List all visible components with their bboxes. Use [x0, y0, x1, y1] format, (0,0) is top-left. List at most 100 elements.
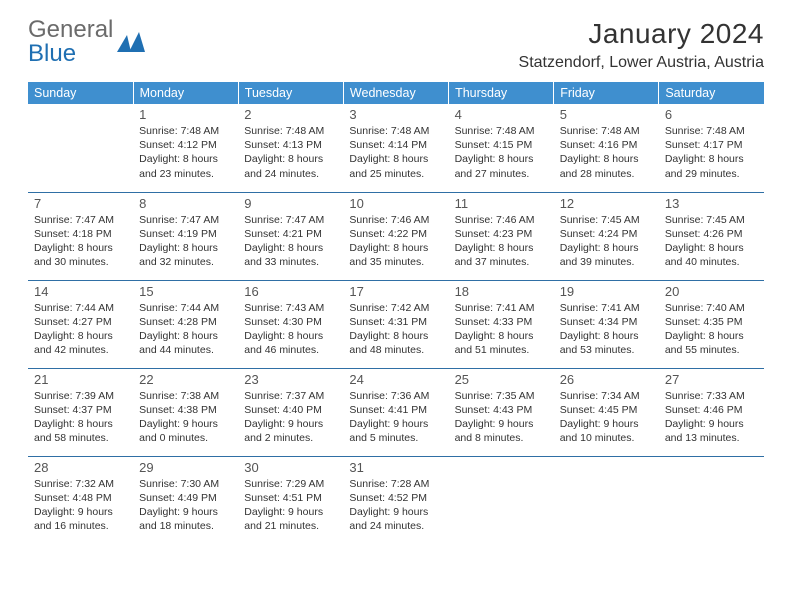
day-details: Sunrise: 7:38 AM Sunset: 4:38 PM Dayligh… [139, 389, 232, 446]
day-number: 17 [349, 284, 442, 299]
calendar-day-cell: 28 Sunrise: 7:32 AM Sunset: 4:48 PM Dayli… [28, 456, 133, 544]
day-number: 2 [244, 107, 337, 122]
title-block: January 2024 Statzendorf, Lower Austria,… [519, 18, 764, 72]
day-details: Sunrise: 7:39 AM Sunset: 4:37 PM Dayligh… [34, 389, 127, 446]
calendar-day-cell: 11 Sunrise: 7:46 AM Sunset: 4:23 PM Dayli… [449, 192, 554, 280]
day-header-row: SundayMondayTuesdayWednesdayThursdayFrid… [28, 82, 764, 104]
day-details: Sunrise: 7:32 AM Sunset: 4:48 PM Dayligh… [34, 477, 127, 534]
day-details: Sunrise: 7:28 AM Sunset: 4:52 PM Dayligh… [349, 477, 442, 534]
calendar-day-cell: 10Sunrise: 7:46 AM Sunset: 4:22 PM Dayli… [343, 192, 448, 280]
day-number: 21 [34, 372, 127, 387]
calendar-empty-cell [554, 456, 659, 544]
calendar-day-cell: 8 Sunrise: 7:47 AM Sunset: 4:19 PM Daylig… [133, 192, 238, 280]
day-number: 28 [34, 460, 127, 475]
calendar-day-cell: 21 Sunrise: 7:39 AM Sunset: 4:37 PM Dayli… [28, 368, 133, 456]
calendar-day-cell: 14Sunrise: 7:44 AM Sunset: 4:27 PM Dayli… [28, 280, 133, 368]
day-number: 25 [455, 372, 548, 387]
day-details: Sunrise: 7:42 AM Sunset: 4:31 PM Dayligh… [349, 301, 442, 358]
calendar-empty-cell [449, 456, 554, 544]
calendar-day-cell: 12 Sunrise: 7:45 AM Sunset: 4:24 PM Dayli… [554, 192, 659, 280]
day-number: 18 [455, 284, 548, 299]
day-details: Sunrise: 7:45 AM Sunset: 4:24 PM Dayligh… [560, 213, 653, 270]
day-number: 24 [349, 372, 442, 387]
calendar-head: SundayMondayTuesdayWednesdayThursdayFrid… [28, 82, 764, 104]
day-number: 1 [139, 107, 232, 122]
day-header: Thursday [449, 82, 554, 104]
calendar-day-cell: 30Sunrise: 7:29 AM Sunset: 4:51 PM Dayli… [238, 456, 343, 544]
day-number: 22 [139, 372, 232, 387]
day-number: 6 [665, 107, 758, 122]
day-details: Sunrise: 7:43 AM Sunset: 4:30 PM Dayligh… [244, 301, 337, 358]
calendar-day-cell: 22 Sunrise: 7:38 AM Sunset: 4:38 PM Dayli… [133, 368, 238, 456]
day-details: Sunrise: 7:41 AM Sunset: 4:33 PM Dayligh… [455, 301, 548, 358]
calendar-day-cell: 5Sunrise: 7:48 AM Sunset: 4:16 PM Daylig… [554, 104, 659, 192]
calendar-day-cell: 6 Sunrise: 7:48 AM Sunset: 4:17 PM Daylig… [659, 104, 764, 192]
day-number: 27 [665, 372, 758, 387]
calendar-day-cell: 18 Sunrise: 7:41 AM Sunset: 4:33 PM Dayli… [449, 280, 554, 368]
day-details: Sunrise: 7:48 AM Sunset: 4:12 PM Dayligh… [139, 124, 232, 181]
day-number: 16 [244, 284, 337, 299]
calendar-day-cell: 31 Sunrise: 7:28 AM Sunset: 4:52 PM Dayli… [343, 456, 448, 544]
day-number: 15 [139, 284, 232, 299]
calendar-day-cell: 29Sunrise: 7:30 AM Sunset: 4:49 PM Dayli… [133, 456, 238, 544]
day-number: 7 [34, 196, 127, 211]
day-number: 8 [139, 196, 232, 211]
calendar-day-cell: 2 Sunrise: 7:48 AM Sunset: 4:13 PM Daylig… [238, 104, 343, 192]
day-details: Sunrise: 7:44 AM Sunset: 4:28 PM Dayligh… [139, 301, 232, 358]
day-details: Sunrise: 7:41 AM Sunset: 4:34 PM Dayligh… [560, 301, 653, 358]
day-details: Sunrise: 7:48 AM Sunset: 4:17 PM Dayligh… [665, 124, 758, 181]
day-details: Sunrise: 7:48 AM Sunset: 4:14 PM Dayligh… [349, 124, 442, 181]
calendar-week-row: 14Sunrise: 7:44 AM Sunset: 4:27 PM Dayli… [28, 280, 764, 368]
calendar-day-cell: 17 Sunrise: 7:42 AM Sunset: 4:31 PM Dayli… [343, 280, 448, 368]
calendar-day-cell: 3Sunrise: 7:48 AM Sunset: 4:14 PM Daylig… [343, 104, 448, 192]
day-details: Sunrise: 7:48 AM Sunset: 4:13 PM Dayligh… [244, 124, 337, 181]
day-header: Sunday [28, 82, 133, 104]
calendar-day-cell: 7 Sunrise: 7:47 AM Sunset: 4:18 PM Daylig… [28, 192, 133, 280]
calendar-day-cell: 19 Sunrise: 7:41 AM Sunset: 4:34 PM Dayli… [554, 280, 659, 368]
day-details: Sunrise: 7:33 AM Sunset: 4:46 PM Dayligh… [665, 389, 758, 446]
day-details: Sunrise: 7:46 AM Sunset: 4:23 PM Dayligh… [455, 213, 548, 270]
day-details: Sunrise: 7:36 AM Sunset: 4:41 PM Dayligh… [349, 389, 442, 446]
brand-word1: General [28, 16, 113, 43]
day-number: 10 [349, 196, 442, 211]
calendar-day-cell: 1 Sunrise: 7:48 AM Sunset: 4:12 PM Daylig… [133, 104, 238, 192]
month-title: January 2024 [519, 18, 764, 50]
day-number: 9 [244, 196, 337, 211]
day-number: 11 [455, 196, 548, 211]
calendar-week-row: 28 Sunrise: 7:32 AM Sunset: 4:48 PM Dayli… [28, 456, 764, 544]
day-number: 23 [244, 372, 337, 387]
calendar-day-cell: 4Sunrise: 7:48 AM Sunset: 4:15 PM Daylig… [449, 104, 554, 192]
brand-mark-icon [117, 32, 145, 52]
day-header: Monday [133, 82, 238, 104]
day-details: Sunrise: 7:29 AM Sunset: 4:51 PM Dayligh… [244, 477, 337, 534]
day-details: Sunrise: 7:47 AM Sunset: 4:18 PM Dayligh… [34, 213, 127, 270]
calendar-day-cell: 23 Sunrise: 7:37 AM Sunset: 4:40 PM Dayli… [238, 368, 343, 456]
calendar-table: SundayMondayTuesdayWednesdayThursdayFrid… [28, 82, 764, 544]
day-number: 26 [560, 372, 653, 387]
day-header: Tuesday [238, 82, 343, 104]
day-number: 31 [349, 460, 442, 475]
calendar-day-cell: 15 Sunrise: 7:44 AM Sunset: 4:28 PM Dayli… [133, 280, 238, 368]
calendar-day-cell: 27 Sunrise: 7:33 AM Sunset: 4:46 PM Dayli… [659, 368, 764, 456]
day-details: Sunrise: 7:40 AM Sunset: 4:35 PM Dayligh… [665, 301, 758, 358]
brand-text: General Blue [28, 18, 113, 66]
day-details: Sunrise: 7:44 AM Sunset: 4:27 PM Dayligh… [34, 301, 127, 358]
day-number: 5 [560, 107, 653, 122]
day-details: Sunrise: 7:47 AM Sunset: 4:19 PM Dayligh… [139, 213, 232, 270]
day-number: 29 [139, 460, 232, 475]
day-number: 12 [560, 196, 653, 211]
day-details: Sunrise: 7:45 AM Sunset: 4:26 PM Dayligh… [665, 213, 758, 270]
brand-word2: Blue [28, 40, 76, 67]
day-number: 19 [560, 284, 653, 299]
day-header: Saturday [659, 82, 764, 104]
calendar-week-row: 1 Sunrise: 7:48 AM Sunset: 4:12 PM Daylig… [28, 104, 764, 192]
brand-logo: General Blue [28, 18, 145, 66]
calendar-day-cell: 13Sunrise: 7:45 AM Sunset: 4:26 PM Dayli… [659, 192, 764, 280]
day-header: Wednesday [343, 82, 448, 104]
calendar-empty-cell [659, 456, 764, 544]
calendar-day-cell: 9Sunrise: 7:47 AM Sunset: 4:21 PM Daylig… [238, 192, 343, 280]
calendar-day-cell: 16 Sunrise: 7:43 AM Sunset: 4:30 PM Dayli… [238, 280, 343, 368]
calendar-day-cell: 20Sunrise: 7:40 AM Sunset: 4:35 PM Dayli… [659, 280, 764, 368]
calendar-empty-cell [28, 104, 133, 192]
day-details: Sunrise: 7:37 AM Sunset: 4:40 PM Dayligh… [244, 389, 337, 446]
